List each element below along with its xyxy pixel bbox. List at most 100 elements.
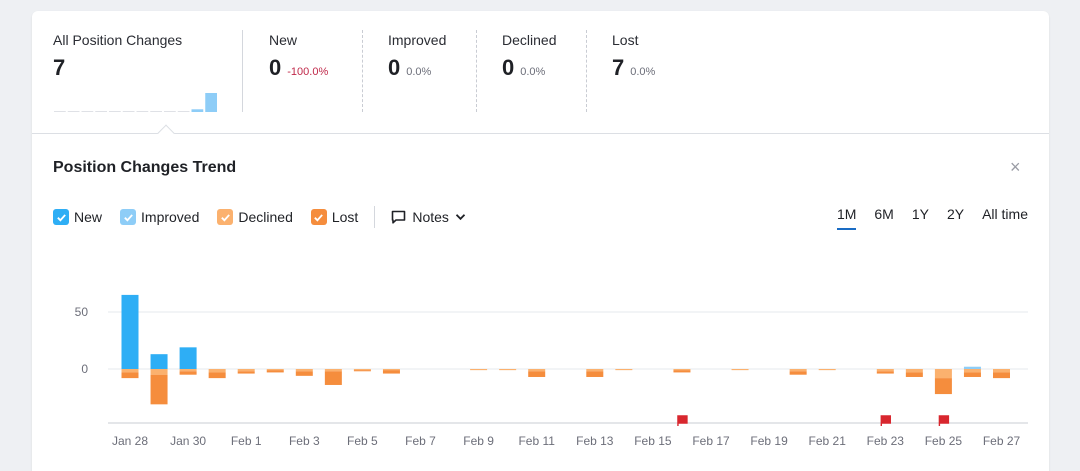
bar-declined xyxy=(179,369,197,372)
stat-label: All Position Changes xyxy=(53,32,183,48)
stat-change: 0.0% xyxy=(520,66,546,78)
x-tick-label: Feb 15 xyxy=(634,434,672,448)
legend-label: Improved xyxy=(141,209,200,225)
legend-separator xyxy=(374,206,376,228)
comment-icon xyxy=(391,210,406,224)
stat-improved[interactable]: Improved 0 0.0% xyxy=(388,32,446,81)
checkbox-icon xyxy=(217,209,234,225)
legend-declined[interactable]: Declined xyxy=(217,209,293,225)
x-tick-label: Feb 5 xyxy=(347,434,378,448)
sparkline-bar xyxy=(95,111,107,112)
range-selector: 1M 6M 1Y 2Y All time xyxy=(819,206,1028,230)
bar-lost xyxy=(324,371,342,385)
sparkline-bar xyxy=(191,109,204,112)
stat-label: Improved xyxy=(388,32,447,48)
x-tick-label: Feb 11 xyxy=(518,434,555,448)
bar-lost xyxy=(993,372,1010,379)
sparkline-bar xyxy=(150,111,162,112)
sparkline-bar xyxy=(81,111,94,112)
bar-declined xyxy=(528,369,546,372)
chevron-down-icon xyxy=(455,213,466,221)
range-1y[interactable]: 1Y xyxy=(911,206,929,222)
close-icon[interactable]: × xyxy=(1010,157,1021,177)
bar-new xyxy=(121,294,139,369)
bar-declined xyxy=(237,369,255,372)
bar-declined xyxy=(295,369,313,372)
range-6m[interactable]: 6M xyxy=(874,206,894,222)
stat-declined[interactable]: Declined 0 0.0% xyxy=(502,32,556,81)
x-tick-label: Jan 28 xyxy=(112,434,148,448)
x-tick-label: Feb 7 xyxy=(405,434,436,448)
range-1m[interactable]: 1M xyxy=(836,206,857,230)
bar-declined xyxy=(208,369,226,373)
sparkline xyxy=(54,93,217,112)
bar-lost xyxy=(121,372,139,379)
bar-new xyxy=(179,347,197,369)
note-flag-icon xyxy=(938,415,950,426)
stat-value: 0 xyxy=(269,55,282,80)
bar-declined xyxy=(673,369,691,371)
position-changes-card: All Position Changes 7 New 0 -100.0% Impr… xyxy=(32,11,1049,471)
stat-change: 0.0% xyxy=(406,66,432,78)
legend-improved[interactable]: Improved xyxy=(120,209,199,225)
legend-label: New xyxy=(74,209,103,225)
bar-lost xyxy=(179,371,197,375)
note-flag-icon xyxy=(677,415,688,426)
bar-lost xyxy=(528,371,546,377)
bar-declined xyxy=(963,369,981,373)
bar-lost xyxy=(934,378,952,395)
sparkline-bar xyxy=(164,111,176,112)
bar-lost xyxy=(266,370,284,373)
legend-new[interactable]: New xyxy=(53,209,102,225)
sparkline-bar xyxy=(67,111,80,112)
bar-declined xyxy=(382,369,400,371)
bar-declined xyxy=(324,369,342,372)
stat-label: New xyxy=(269,32,298,48)
sparkline-bar xyxy=(109,111,121,112)
checkbox-icon xyxy=(120,209,137,225)
stat-new[interactable]: New 0 -100.0% xyxy=(269,32,328,81)
summary-bar: All Position Changes 7 New 0 -100.0% Impr… xyxy=(32,11,1049,134)
divider xyxy=(476,30,477,112)
x-tick-label: Feb 9 xyxy=(463,434,494,448)
x-tick-label: Feb 25 xyxy=(925,434,963,448)
legend-lost[interactable]: Lost xyxy=(310,209,358,225)
notes-dropdown[interactable]: Notes xyxy=(391,209,466,225)
sparkline-bar xyxy=(177,111,190,112)
bar-lost xyxy=(295,371,313,376)
x-tick-label: Feb 3 xyxy=(289,434,320,448)
bar-declined xyxy=(789,369,807,372)
y-tick-label: 50 xyxy=(75,305,89,319)
stat-lost[interactable]: Lost 7 0.0% xyxy=(612,32,655,81)
bar-declined xyxy=(353,369,371,371)
y-tick-label: 0 xyxy=(81,362,88,376)
stat-value: 0 xyxy=(388,55,401,80)
divider xyxy=(586,30,587,112)
bar-lost xyxy=(237,371,255,374)
bar-lost xyxy=(905,372,923,377)
sparkline-bar xyxy=(122,111,135,112)
legend: New Improved Declined Lost Notes xyxy=(53,206,466,228)
range-all-time[interactable]: All time xyxy=(982,206,1028,222)
bar-declined xyxy=(876,369,894,372)
bar-declined xyxy=(150,369,168,375)
bar-lost xyxy=(353,370,371,372)
x-tick-label: Feb 1 xyxy=(231,434,262,448)
checkbox-icon xyxy=(310,209,327,225)
bar-declined xyxy=(470,369,488,371)
bar-new xyxy=(150,354,168,369)
legend-label: Declined xyxy=(238,209,293,225)
sparkline-bar xyxy=(54,111,66,112)
bar-declined xyxy=(993,369,1010,373)
divider xyxy=(362,30,363,112)
checkbox-icon xyxy=(53,209,69,225)
x-tick-label: Feb 27 xyxy=(983,434,1021,448)
bar-lost xyxy=(382,370,400,374)
bar-declined xyxy=(499,369,517,371)
stat-all-position-changes[interactable]: All Position Changes 7 xyxy=(53,32,182,81)
range-2y[interactable]: 2Y xyxy=(946,206,965,222)
bar-declined xyxy=(266,369,284,371)
stat-change: 0.0% xyxy=(630,66,656,78)
stat-change: -100.0% xyxy=(287,66,329,78)
bar-declined xyxy=(934,369,952,379)
